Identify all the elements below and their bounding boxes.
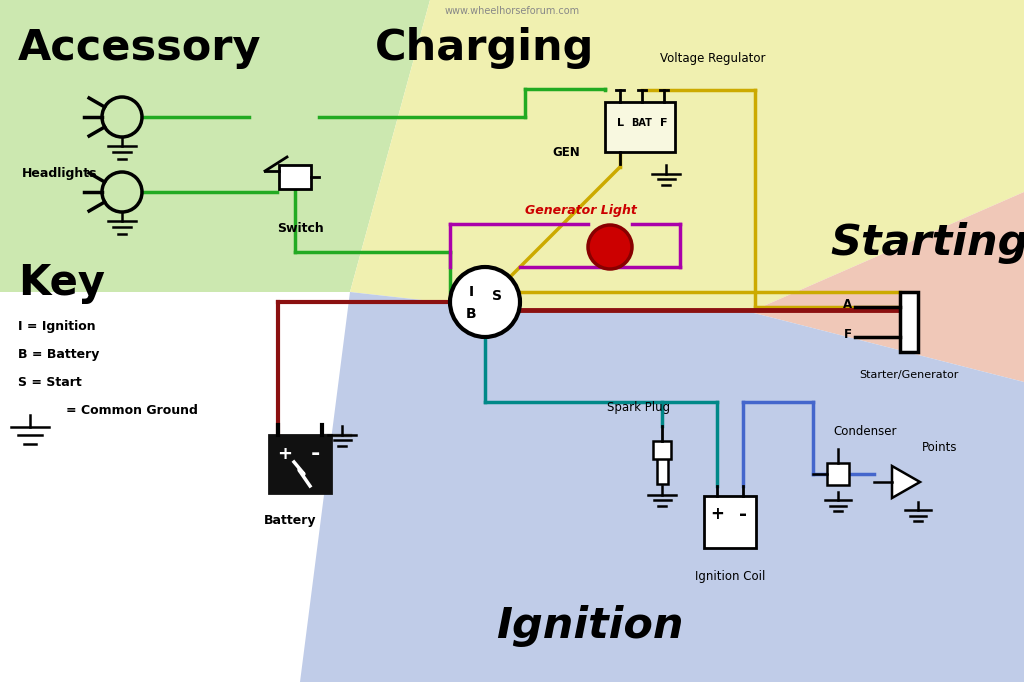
Text: Starting: Starting [830,222,1024,264]
Text: +: + [710,505,724,523]
Bar [705,496,756,548]
Bar [827,463,849,485]
Text: Ignition Coil: Ignition Coil [695,570,765,583]
Text: Battery: Battery [264,514,316,527]
Polygon shape [350,0,1024,312]
Bar [605,102,675,152]
Text: B: B [466,307,476,321]
Text: Condenser: Condenser [833,425,896,438]
Bar [269,435,331,493]
Text: A: A [843,297,852,310]
Polygon shape [750,192,1024,382]
Text: L: L [616,118,624,128]
Circle shape [588,225,632,269]
Polygon shape [0,0,430,292]
Bar [279,165,311,189]
Text: BAT: BAT [632,118,652,128]
Bar [653,441,671,459]
Text: www.wheelhorseforum.com: www.wheelhorseforum.com [444,6,580,16]
Text: = Common Ground: = Common Ground [66,404,198,417]
Bar [656,456,668,484]
Text: F: F [660,118,668,128]
Text: Charging: Charging [376,27,595,69]
Polygon shape [0,292,350,682]
Text: Ignition: Ignition [497,605,684,647]
Text: Points: Points [922,441,957,454]
Text: +: + [278,445,293,463]
Circle shape [450,267,520,337]
Polygon shape [892,466,920,498]
Text: F: F [844,327,852,340]
Bar [900,292,918,352]
Text: -: - [310,444,319,464]
Text: Headlights: Headlights [22,167,97,180]
Text: Key: Key [18,262,105,304]
Polygon shape [0,292,1024,682]
Text: GEN: GEN [552,145,580,158]
Text: I = Ignition: I = Ignition [18,320,95,333]
Text: S: S [492,289,502,303]
Text: Spark Plug: Spark Plug [607,401,670,414]
Text: Switch: Switch [278,222,324,235]
Text: B = Battery: B = Battery [18,348,99,361]
Text: -: - [739,505,746,524]
Text: Accessory: Accessory [18,27,261,69]
Text: I: I [468,285,473,299]
Text: Starter/Generator: Starter/Generator [859,370,958,380]
Text: S = Start: S = Start [18,376,82,389]
Text: Voltage Regulator: Voltage Regulator [660,52,766,65]
Text: Generator Light: Generator Light [525,204,637,217]
